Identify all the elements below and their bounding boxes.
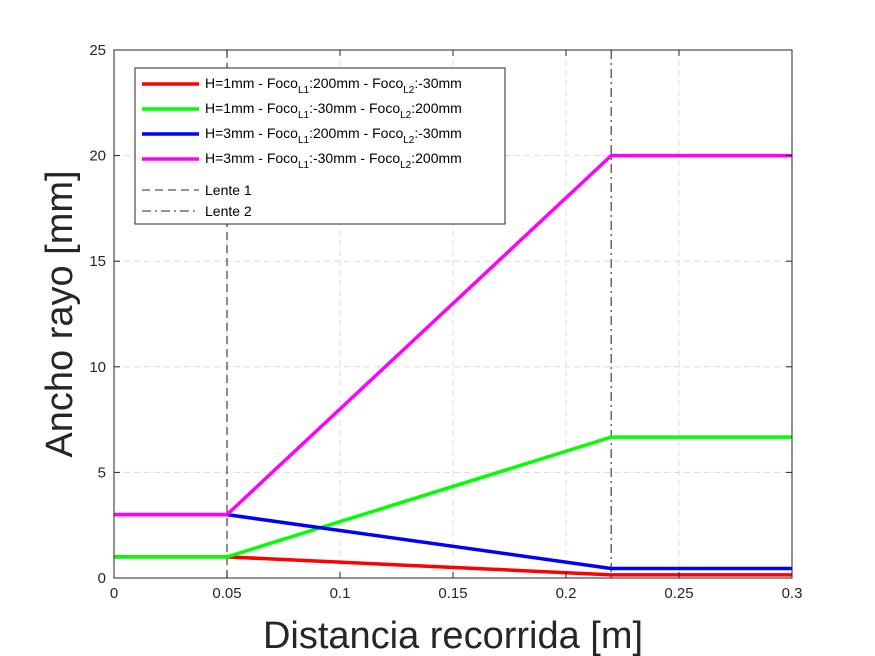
x-tick-label: 0.15 [438, 585, 467, 602]
y-tick-label: 0 [98, 570, 106, 587]
legend-entry-lens-1: Lente 1 [205, 182, 252, 198]
x-tick-label: 0.2 [556, 585, 577, 602]
y-tick-label: 15 [89, 253, 106, 270]
series-line-4 [114, 153, 792, 517]
y-axis-label: Ancho rayo [mm] [39, 170, 81, 457]
x-axis-label: Distancia recorrida [m] [263, 615, 643, 656]
legend-entry-4: H=3mm - FocoL1:-30mm - FocoL2:200mm [205, 150, 462, 171]
y-tick-label: 25 [89, 42, 106, 59]
data-series [114, 153, 792, 577]
series-line-2 [114, 435, 792, 559]
legend-entry-1: H=1mm - FocoL1:200mm - FocoL2:-30mm [205, 75, 462, 96]
x-tick-label: 0.1 [330, 585, 351, 602]
legend-entry-lens-2: Lente 2 [205, 203, 252, 219]
lens-lines [226, 50, 612, 578]
y-tick-label: 10 [89, 359, 106, 376]
legend-box [134, 67, 506, 225]
y-tick-label: 20 [89, 148, 106, 165]
x-tick-label: 0 [110, 585, 118, 602]
x-tick-label: 0.25 [664, 585, 693, 602]
x-axis-ticks: 0 0.05 0.1 0.15 0.2 0.25 0.3 [110, 50, 803, 602]
legend-entry-2: H=1mm - FocoL1:-30mm - FocoL2:200mm [205, 100, 462, 121]
x-tick-label: 0.05 [212, 585, 241, 602]
y-tick-label: 5 [98, 464, 106, 481]
x-tick-label: 0.3 [782, 585, 803, 602]
legend-entry-3: H=3mm - FocoL1:200mm - FocoL2:-30mm [205, 125, 462, 146]
y-axis-ticks: 0 5 10 15 20 25 [89, 42, 792, 587]
legend: H=1mm - FocoL1:200mm - FocoL2:-30mm H=1mm… [134, 67, 506, 225]
